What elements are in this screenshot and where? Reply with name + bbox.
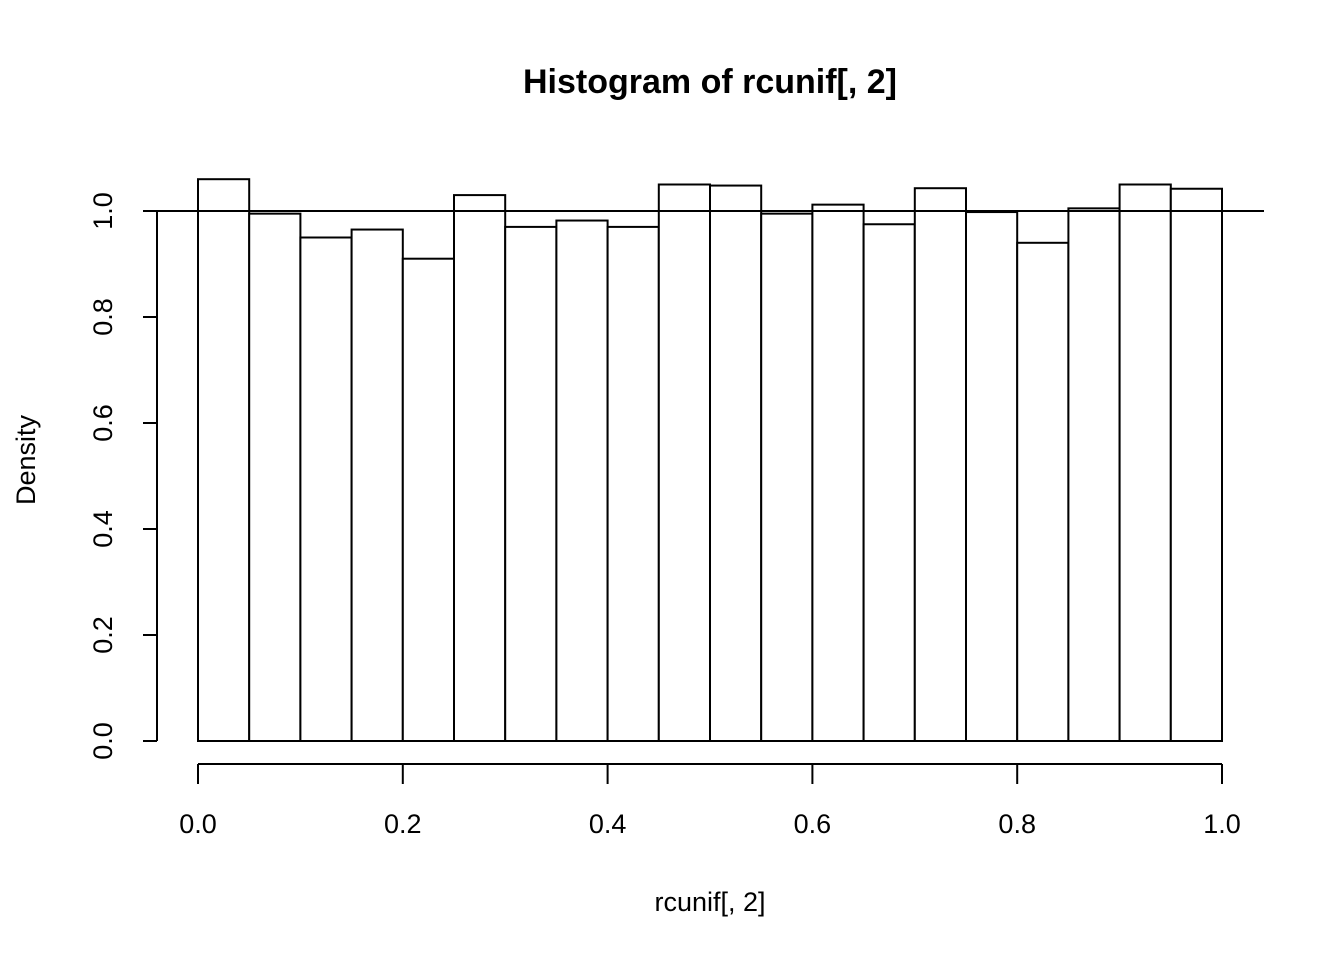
histogram-bar [1067,207,1121,743]
x-axis: 0.0 0.2 0.4 0.6 0.8 1.0 [179,763,1241,839]
histogram-bar [811,203,865,742]
y-tick-label: 0.4 [88,510,118,548]
y-tick-label: 0.0 [88,722,118,760]
chart-title: Histogram of rcunif[, 2] [523,63,897,101]
y-axis-label: Density [11,414,41,505]
y-tick-label: 0.2 [88,616,118,654]
histogram-bar [760,212,814,742]
x-tick-label: 0.4 [589,809,627,839]
x-tick-label: 0.0 [179,809,217,839]
bars-group [197,178,1224,743]
histogram-bar [453,194,507,743]
y-tick-label: 0.8 [88,298,118,336]
histogram-bar [248,212,302,742]
histogram-bar [709,184,763,742]
histogram-bar [657,183,711,742]
x-tick-label: 0.6 [794,809,832,839]
x-tick-label: 1.0 [1203,809,1241,839]
histogram-bar [350,228,404,743]
histogram-bar [606,225,660,742]
histogram-bar [862,223,916,742]
y-tick-label: 1.0 [88,192,118,230]
y-axis: 0.0 0.2 0.4 0.6 0.8 1.0 [88,192,158,760]
histogram-bar [1169,187,1224,743]
histogram-bar [299,236,353,742]
y-tick-label: 0.6 [88,404,118,442]
x-tick-label: 0.2 [384,809,422,839]
histogram-bar [1016,241,1070,743]
histogram-bar [1118,183,1172,742]
histogram-bar [555,219,609,743]
histogram-bar [965,211,1019,742]
histogram-bar [504,225,558,742]
histogram-bar [913,187,967,742]
x-tick-label: 0.8 [998,809,1036,839]
x-axis-label: rcunif[, 2] [654,887,765,917]
histogram-bar [197,178,251,742]
histogram-bar [401,257,455,742]
